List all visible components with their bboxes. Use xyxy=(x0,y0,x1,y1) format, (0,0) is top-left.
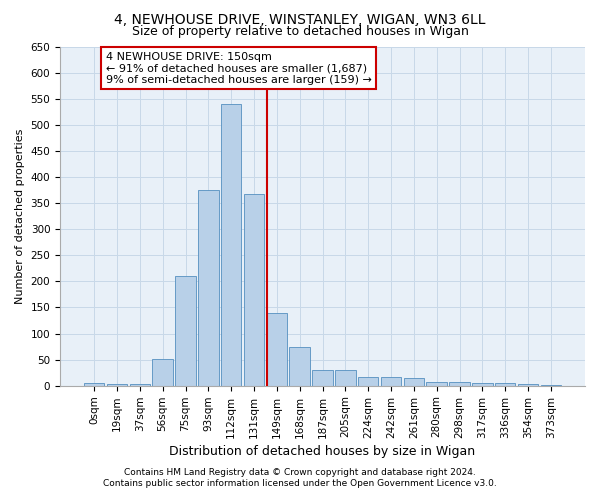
Bar xyxy=(221,104,241,386)
Bar xyxy=(84,383,104,386)
Bar xyxy=(472,383,493,386)
Text: Contains HM Land Registry data © Crown copyright and database right 2024.
Contai: Contains HM Land Registry data © Crown c… xyxy=(103,468,497,487)
Bar xyxy=(175,276,196,386)
Bar xyxy=(449,382,470,386)
Bar xyxy=(335,370,356,386)
X-axis label: Distribution of detached houses by size in Wigan: Distribution of detached houses by size … xyxy=(169,444,476,458)
Bar xyxy=(541,384,561,386)
Bar xyxy=(358,377,379,386)
Bar xyxy=(289,346,310,386)
Bar xyxy=(518,384,538,386)
Bar xyxy=(312,370,333,386)
Text: Size of property relative to detached houses in Wigan: Size of property relative to detached ho… xyxy=(131,25,469,38)
Text: 4 NEWHOUSE DRIVE: 150sqm
← 91% of detached houses are smaller (1,687)
9% of semi: 4 NEWHOUSE DRIVE: 150sqm ← 91% of detach… xyxy=(106,52,371,85)
Bar xyxy=(107,384,127,386)
Bar xyxy=(266,312,287,386)
Bar xyxy=(381,377,401,386)
Bar xyxy=(404,378,424,386)
Bar xyxy=(427,382,447,386)
Bar xyxy=(244,194,264,386)
Bar xyxy=(152,358,173,386)
Bar xyxy=(495,383,515,386)
Text: 4, NEWHOUSE DRIVE, WINSTANLEY, WIGAN, WN3 6LL: 4, NEWHOUSE DRIVE, WINSTANLEY, WIGAN, WN… xyxy=(114,12,486,26)
Y-axis label: Number of detached properties: Number of detached properties xyxy=(15,128,25,304)
Bar xyxy=(130,384,150,386)
Bar xyxy=(198,190,218,386)
